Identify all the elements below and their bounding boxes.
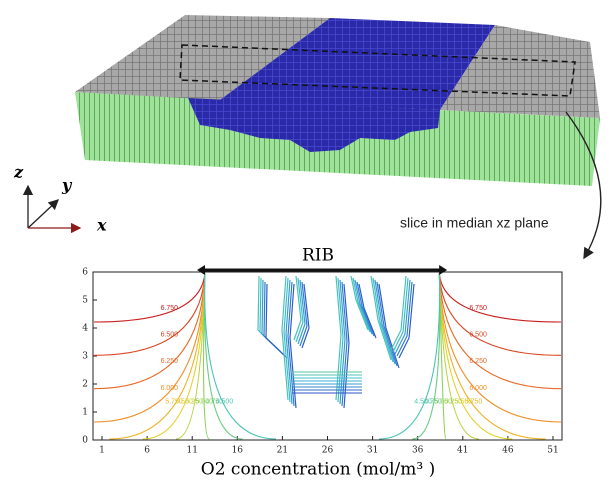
y-tick-label: 2 — [82, 380, 88, 390]
contour-line — [438, 273, 562, 423]
contour-label: 4.750 — [206, 398, 224, 405]
x-tick-label: 46 — [502, 446, 514, 456]
center-contour — [396, 281, 413, 357]
slice-box — [179, 44, 576, 97]
x-tick-label: 26 — [322, 446, 334, 456]
gray-right — [440, 25, 600, 118]
contour-label: 4.500 — [216, 398, 234, 405]
contour-line — [438, 273, 562, 356]
center-contour — [281, 275, 289, 401]
center-contour — [378, 283, 400, 369]
y-tick-label: 1 — [82, 408, 88, 418]
contour-label: 5.750 — [465, 398, 483, 405]
center-contour — [358, 283, 377, 339]
x-tick-label: 36 — [412, 446, 424, 456]
center-contour — [289, 283, 297, 409]
slice-arrow — [565, 111, 602, 260]
center-contour — [392, 277, 409, 353]
contour-line — [93, 273, 206, 356]
contour-label: 6.500 — [161, 332, 179, 339]
center-contour — [287, 281, 295, 407]
center-contour — [354, 279, 373, 335]
gray-left — [75, 15, 330, 100]
x-tick-label: 6 — [144, 446, 150, 456]
x-label: x — [96, 216, 107, 235]
center-contour — [372, 277, 394, 363]
contour-label: 5.750 — [165, 398, 183, 405]
contour-line — [438, 273, 562, 323]
center-contour — [370, 275, 392, 361]
x-tick-label: 11 — [186, 446, 197, 456]
center-contour — [343, 283, 350, 409]
y-tick-label: 4 — [82, 324, 88, 334]
contour-line — [378, 273, 441, 440]
contour-line — [93, 273, 206, 323]
z-label: z — [13, 163, 24, 182]
center-contour — [297, 279, 306, 345]
center-contour — [398, 283, 415, 359]
contour-label: 6.250 — [469, 358, 487, 365]
contour-line — [438, 273, 562, 390]
contour-label: 6.750 — [161, 305, 179, 312]
contour-label: 5.250 — [445, 398, 463, 405]
y-tick-label: 3 — [82, 352, 88, 362]
contour-line — [204, 273, 277, 440]
x-tick-label: 21 — [277, 446, 288, 456]
center-contour — [374, 279, 396, 365]
contour-label: 6.000 — [161, 385, 179, 392]
center-contour — [265, 283, 288, 359]
center-contour — [337, 277, 344, 403]
block-render — [75, 15, 600, 186]
center-contour — [295, 277, 304, 343]
center-contour — [390, 275, 407, 351]
y-tick-label: 0 — [82, 436, 88, 446]
x-tick-label: 41 — [457, 446, 468, 456]
contour-label: 6.750 — [469, 305, 487, 312]
center-contour — [394, 279, 411, 355]
rib-label: RIB — [302, 246, 334, 266]
contour-line — [93, 273, 206, 390]
center-contour — [301, 283, 310, 349]
contour-label: 6.250 — [161, 358, 179, 365]
slice-label: slice in median xz plane — [400, 215, 549, 231]
contour-label: 6.500 — [469, 332, 487, 339]
center-contour — [293, 275, 302, 341]
contour-label: 5.250 — [185, 398, 203, 405]
contour-label: 4.500 — [414, 398, 432, 405]
plot-frame — [92, 271, 563, 441]
contour-label: 5.500 — [455, 398, 473, 405]
center-contour — [352, 277, 371, 333]
center-contour — [350, 275, 369, 331]
y-label: y — [61, 176, 73, 195]
rib-end — [439, 265, 448, 275]
y-tick-label: 6 — [82, 268, 88, 278]
rib-end — [197, 265, 206, 275]
x-tick-label: 51 — [547, 446, 558, 456]
center-contour — [356, 281, 375, 337]
axis-glyph: z y x — [13, 163, 107, 235]
x-tick-label: 1 — [99, 446, 105, 456]
center-contour — [285, 279, 293, 405]
blue-front — [188, 98, 440, 152]
y-arrow — [27, 199, 59, 229]
blue-top — [220, 18, 495, 110]
x-tick-label: 31 — [367, 446, 378, 456]
x-tick-label: 16 — [232, 446, 244, 456]
contour-label: 4.750 — [424, 398, 442, 405]
contour-line — [93, 273, 206, 423]
center-contour — [299, 281, 308, 347]
center-contour — [283, 277, 291, 403]
center-contour — [339, 279, 346, 405]
x-axis-title: O2 concentration (mol/m³ ) — [201, 460, 435, 480]
center-contour — [376, 281, 398, 367]
contour-label: 5.000 — [434, 398, 452, 405]
contour-label: 5.000 — [195, 398, 213, 405]
contour-label: 5.500 — [175, 398, 193, 405]
contour-label: 6.000 — [469, 385, 487, 392]
y-tick-label: 5 — [82, 296, 88, 306]
